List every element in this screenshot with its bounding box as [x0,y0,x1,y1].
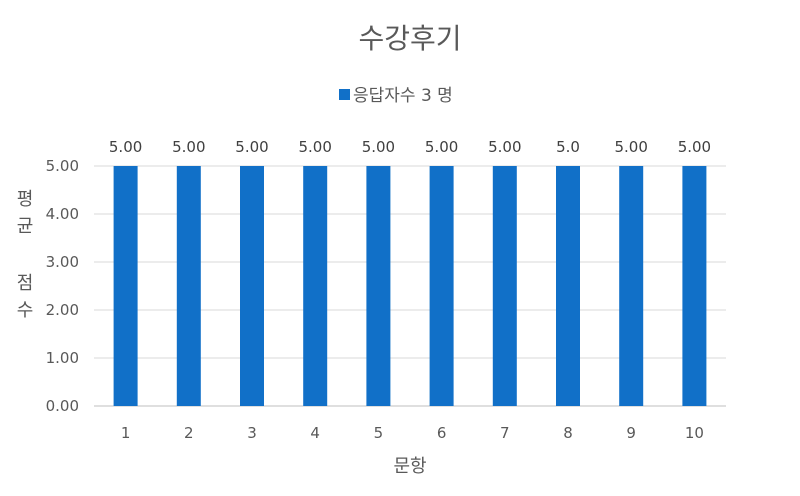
bars [113,166,707,406]
y-tick-label: 3.00 [46,253,79,271]
legend-swatch [339,89,350,100]
data-labels: 5.00 5.00 5.00 5.00 5.00 5.00 5.00 5.0 5.00 5.00 [109,138,711,156]
x-axis-title: 문항 [393,456,426,477]
x-tick-label: 9 [626,424,636,442]
y-tick-label: 2.00 [46,301,79,319]
bar [682,166,707,406]
x-tick-label: 7 [500,424,510,442]
data-label: 5.00 [425,138,458,156]
x-tick-label: 2 [184,424,194,442]
data-label: 5.0 [556,138,580,156]
bar [619,166,644,406]
chart-title: 수강후기 [358,22,461,55]
x-tick-label: 8 [563,424,573,442]
data-label: 5.00 [678,138,711,156]
bar [176,166,201,406]
data-label: 5.00 [172,138,205,156]
y-tick-label: 1.00 [46,349,79,367]
y-tick-label: 0.00 [46,397,79,415]
bar [366,166,391,406]
x-tick-label: 5 [374,424,384,442]
x-tick-label: 10 [685,424,704,442]
x-tick-label: 1 [121,424,131,442]
bar [556,166,580,406]
legend: 응답자수 3 명 [339,86,453,106]
y-axis-ticks: 0.00 1.00 2.00 3.00 4.00 5.00 [46,157,79,415]
data-label: 5.00 [235,138,268,156]
bar [429,166,454,406]
bar [113,166,138,406]
x-tick-label: 6 [437,424,447,442]
x-axis-ticks: 1 2 3 4 5 6 7 8 9 10 [121,424,704,442]
data-label: 5.00 [614,138,647,156]
data-label: 5.00 [362,138,395,156]
x-tick-label: 3 [247,424,257,442]
legend-label: 응답자수 3 명 [353,86,453,106]
y-tick-label: 5.00 [46,157,79,175]
x-tick-label: 4 [310,424,320,442]
bar [240,166,264,406]
bar [303,166,328,406]
data-label: 5.00 [298,138,331,156]
y-tick-label: 4.00 [46,205,79,223]
bar [492,166,517,406]
data-label: 5.00 [488,138,521,156]
data-label: 5.00 [109,138,142,156]
